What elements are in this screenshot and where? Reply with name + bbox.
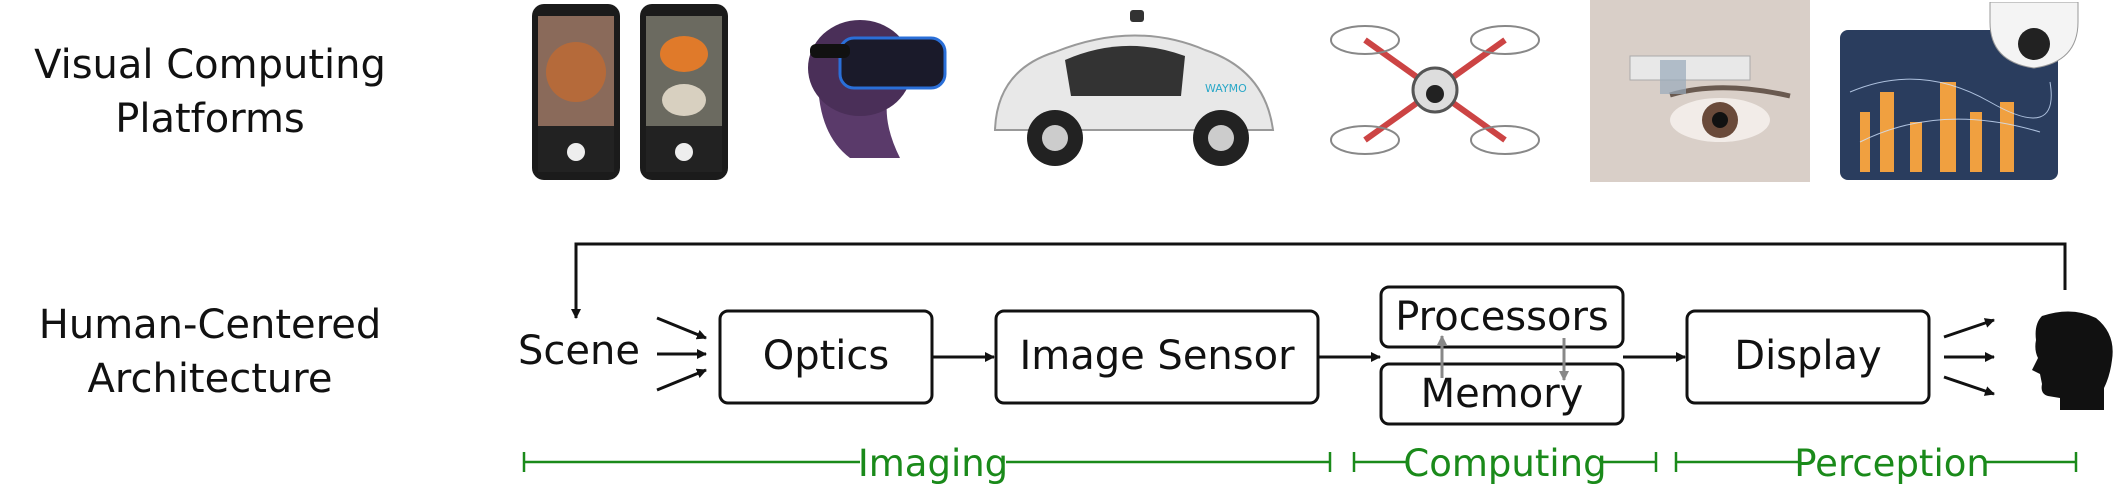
imaging-span	[522, 452, 1332, 472]
display-label: Display	[1734, 333, 1881, 379]
platforms-label-line-2: Platforms	[115, 96, 305, 142]
optics-label: Optics	[763, 333, 890, 379]
scene-label: Scene	[518, 328, 640, 374]
smartphone-icon	[532, 4, 728, 180]
self-driving-car-icon: WAYMO	[993, 10, 1275, 166]
platforms-label-line-1: Visual Computing	[34, 42, 386, 88]
perception-label: Perception	[1794, 442, 1990, 485]
architecture-label-line-2: Architecture	[87, 356, 333, 402]
computing-label: Computing	[1403, 442, 1606, 485]
platforms-row-label: Visual Computing Platforms	[0, 38, 420, 146]
display-rays	[1943, 318, 1995, 396]
scene-rays	[656, 316, 707, 392]
human-head-icon	[2032, 311, 2113, 410]
smart-glasses-icon	[1590, 0, 1810, 182]
memory-label: Memory	[1421, 371, 1584, 417]
imaging-label: Imaging	[858, 442, 1008, 485]
processors-box	[1379, 285, 1625, 349]
vr-headset-icon	[808, 20, 947, 158]
feedback-loop-arrow	[571, 242, 2067, 319]
perception-span	[1674, 452, 2078, 472]
computing-span	[1352, 452, 1658, 472]
security-camera-icon	[1840, 2, 2079, 180]
svg-text:WAYMO: WAYMO	[1205, 82, 1247, 95]
image-sensor-label: Image Sensor	[1019, 333, 1295, 379]
processors-label: Processors	[1395, 294, 1609, 340]
architecture-label-line-1: Human-Centered	[38, 302, 382, 348]
architecture-row-label: Human-Centered Architecture	[0, 298, 420, 406]
drone-icon	[1330, 25, 1540, 155]
display-box	[1685, 309, 1931, 405]
